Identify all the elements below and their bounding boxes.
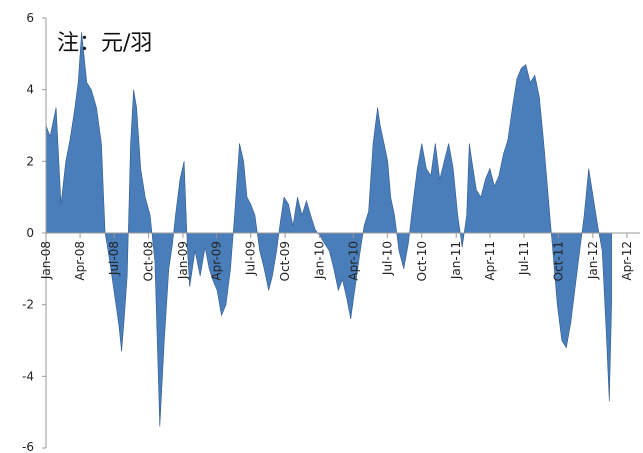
y-tick-label: -6: [22, 440, 34, 453]
plot-area: [45, 32, 612, 427]
x-tick-label: Jul-09: [244, 241, 258, 276]
x-tick-label: Jan-12: [586, 241, 600, 280]
x-tick-label: Jan-09: [176, 241, 190, 280]
x-axis-ticks: Jan-08 Apr-08 Jul-08 Oct-08 Jan-09 Apr-09 Jul-…: [39, 233, 634, 281]
x-tick-label: Apr-09: [210, 241, 224, 281]
x-tick-label: Jan-08: [39, 241, 53, 280]
x-tick-label: Apr-12: [620, 241, 634, 281]
y-tick-label: -4: [22, 369, 34, 383]
x-tick-label: Oct-08: [142, 241, 156, 281]
y-tick-label: 6: [26, 11, 34, 25]
x-tick-label: Oct-09: [278, 241, 292, 281]
y-tick-label: 4: [26, 83, 34, 97]
x-tick-label: Jan-10: [313, 241, 327, 280]
x-tick-label: Jul-11: [517, 241, 531, 276]
x-tick-label: Jul-10: [380, 241, 394, 276]
x-tick-label: Jan-11: [449, 241, 463, 280]
y-tick-label: 0: [26, 226, 34, 240]
x-tick-label: Jul-08: [107, 241, 121, 276]
y-tick-label: -2: [22, 298, 34, 312]
x-tick-label: Apr-11: [483, 241, 497, 281]
x-tick-label: Oct-11: [551, 241, 565, 281]
series-area: [45, 32, 612, 427]
unit-note: 注：元/羽: [57, 31, 152, 56]
x-tick-label: Oct-10: [415, 241, 429, 281]
y-axis-ticks: 6 4 2 0 -2 -4 -6: [22, 11, 46, 453]
x-tick-label: Apr-08: [73, 241, 87, 281]
x-tick-label: Apr-10: [346, 241, 360, 281]
y-tick-label: 2: [26, 154, 34, 168]
